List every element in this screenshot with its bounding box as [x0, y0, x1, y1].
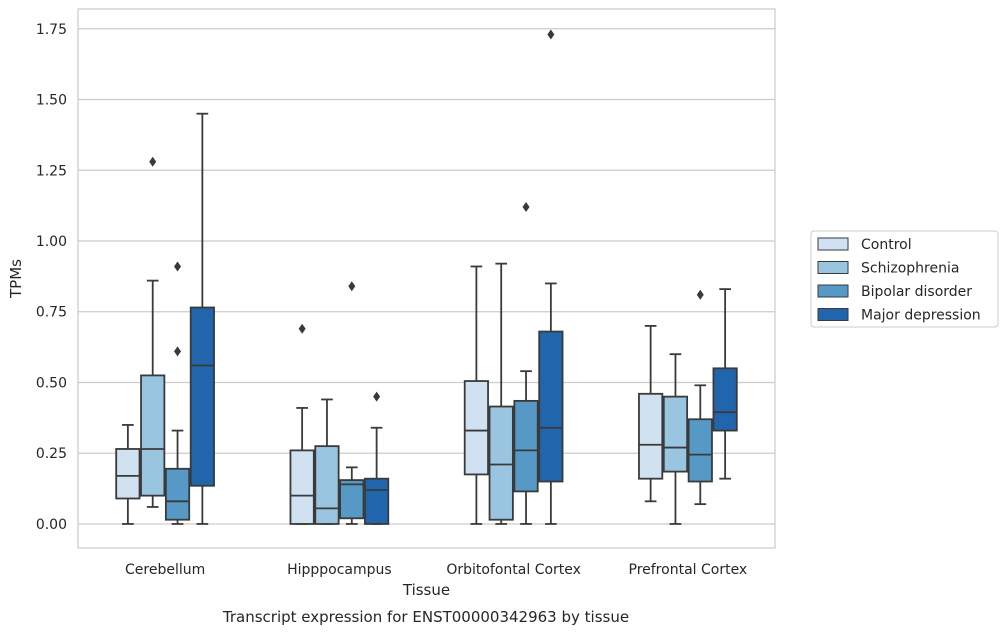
box-2-3 — [687, 289, 713, 506]
box-iqr — [115, 448, 141, 500]
x-tick-label: Cerebellum — [125, 562, 205, 578]
box-1-2 — [488, 262, 514, 525]
x-tick-label: Prefrontal Cortex — [629, 562, 748, 578]
outlier-point — [174, 261, 182, 272]
box-2-1 — [339, 281, 365, 525]
y-tick-label: 0.50 — [36, 375, 67, 391]
box-0-2 — [463, 265, 489, 525]
box-0-0 — [115, 424, 141, 525]
x-tick-label: Orbitofontal Cortex — [446, 562, 581, 578]
y-axis-ticks: 0.00 0.25 0.50 0.75 1.00 1.25 1.50 1.75 — [36, 22, 67, 533]
box-3-1 — [364, 391, 390, 525]
y-tick-label: 1.50 — [36, 93, 67, 109]
box-iqr — [662, 395, 689, 473]
y-tick-label: 1.00 — [36, 234, 67, 250]
box-0-1 — [289, 323, 315, 525]
legend-label: Schizophrenia — [861, 261, 959, 277]
box-3-3 — [712, 288, 738, 480]
box-iqr — [513, 399, 539, 493]
box-iqr — [364, 477, 390, 525]
plot-frame — [77, 8, 776, 549]
outlier-point — [373, 391, 381, 402]
outlier-point — [547, 29, 555, 40]
box-1-1 — [314, 398, 340, 525]
y-tick-label: 0.25 — [36, 446, 67, 462]
legend-swatch — [817, 261, 849, 274]
legend-swatch — [817, 308, 849, 321]
outlier-point — [149, 156, 157, 167]
outlier-point — [298, 323, 306, 334]
box-0-3 — [638, 324, 664, 503]
box-3-2 — [538, 29, 564, 525]
x-axis-ticks: Cerebellum Hipppocampus Orbitofontal Corte… — [125, 562, 747, 578]
box-iqr — [314, 445, 340, 525]
y-axis-label: TPMs — [7, 259, 25, 299]
outlier-point — [348, 281, 356, 292]
box-iqr — [638, 392, 664, 480]
y-tick-label: 0.00 — [36, 517, 67, 533]
box-iqr — [189, 306, 215, 487]
chart-caption: Transcript expression for ENST0000034296… — [222, 608, 629, 626]
legend-label: Control — [861, 237, 912, 253]
box-2-0 — [164, 261, 191, 525]
outlier-point — [522, 202, 530, 213]
y-tick-label: 1.75 — [36, 22, 67, 38]
legend-swatch — [817, 284, 849, 298]
x-tick-label: Hipppocampus — [287, 562, 392, 578]
x-axis-label: Tissue — [402, 581, 450, 599]
legend-swatch — [817, 237, 849, 251]
box-iqr — [687, 418, 713, 483]
box-1-3 — [662, 353, 689, 525]
box-iqr — [712, 367, 738, 432]
box-plot-series — [115, 29, 738, 525]
box-2-2 — [513, 202, 539, 525]
legend-label: Major depression — [861, 308, 981, 324]
box-3-0 — [189, 112, 215, 525]
box-iqr — [463, 380, 489, 476]
box-iqr — [339, 479, 365, 520]
legend-label: Bipolar disorder — [861, 284, 972, 300]
y-tick-label: 0.75 — [36, 305, 67, 321]
outlier-point — [174, 346, 182, 357]
box-iqr — [538, 330, 564, 483]
legend-frame — [810, 230, 999, 328]
outlier-point — [696, 289, 704, 300]
box-1-0 — [140, 156, 166, 508]
box-iqr — [289, 449, 315, 525]
y-tick-label: 1.25 — [36, 163, 67, 179]
box-iqr — [140, 374, 166, 497]
box-iqr — [164, 467, 191, 521]
box-iqr — [488, 405, 514, 521]
legend: Control Schizophrenia Bipolar disorder Majo… — [810, 230, 999, 328]
